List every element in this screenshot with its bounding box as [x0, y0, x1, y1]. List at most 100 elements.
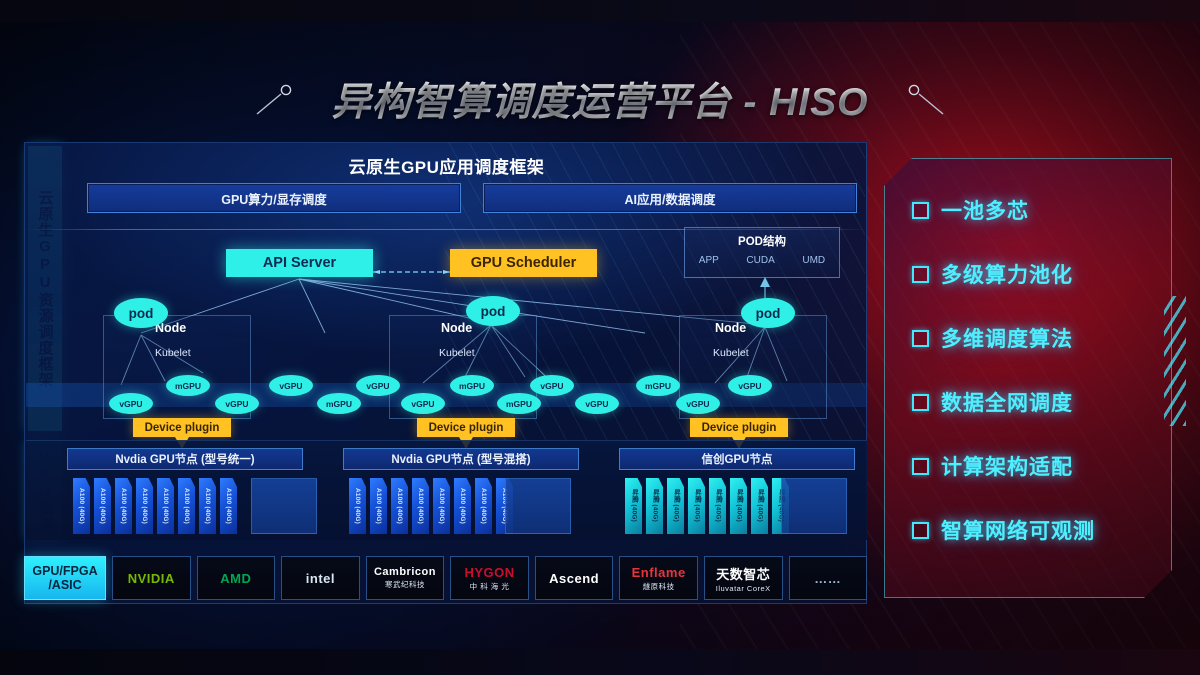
pod-layer-cuda: CUDA: [746, 255, 775, 266]
pod-ellipse-2[interactable]: pod: [466, 296, 520, 326]
gpu-card-label: 昇腾 (40G): [756, 489, 764, 523]
gpu-card[interactable]: A100 (40G): [136, 478, 153, 534]
vgpu-ellipse-2-1[interactable]: vGPU: [356, 375, 400, 396]
vendor-logo-cell[interactable]: intel: [281, 556, 360, 600]
gpu-card[interactable]: 昇腾 (40G): [688, 478, 705, 534]
feature-item-2[interactable]: 多级算力池化: [912, 242, 1162, 306]
vgpu-ellipse-3-3[interactable]: vGPU: [676, 393, 720, 414]
vendor-logo-cell[interactable]: Enflame 燧原科技: [619, 556, 698, 600]
gpu-card[interactable]: A100 (40G): [370, 478, 387, 534]
mgpu-ellipse-1-2[interactable]: mGPU: [166, 375, 210, 396]
right-stripe-accent-icon: [1164, 296, 1186, 426]
vgpu-ellipse-1-1[interactable]: vGPU: [109, 393, 153, 414]
capability-bar-ai-app[interactable]: AI应用/数据调度: [483, 183, 857, 213]
vendor-subtitle: 中 科 海 光: [469, 581, 510, 591]
vendor-logo-cell[interactable]: HYGON 中 科 海 光: [450, 556, 529, 600]
vendor-name: ……: [814, 570, 842, 586]
vgpu-ellipse-3-1[interactable]: vGPU: [575, 393, 619, 414]
gpu-card-label: 昇腾 (40G): [714, 489, 722, 523]
gpu-card[interactable]: A100 (40G): [115, 478, 132, 534]
pod-ellipse-3[interactable]: pod: [741, 298, 795, 328]
gpu-card[interactable]: 昇腾 (40G): [646, 478, 663, 534]
vendor-logo-cell[interactable]: Ascend: [534, 556, 614, 600]
vendor-name: 天数智芯: [716, 566, 771, 582]
capability-bar-gpu-compute[interactable]: GPU算力/显存调度: [87, 183, 461, 213]
pod-layer-app: APP: [698, 255, 719, 266]
gpu-card-list-1: A100 (40G) A100 (40G) A100 (40G) A100 (40G)…: [73, 478, 297, 534]
vendor-logo-cell[interactable]: AMD: [196, 556, 276, 600]
feature-item-6[interactable]: 智算网络可观测: [912, 498, 1162, 562]
pod-structure-title: POD结构: [738, 236, 786, 248]
api-scheduler-connector-icon: [373, 261, 450, 274]
feature-label: 计算架构适配: [941, 456, 1073, 479]
gpu-card[interactable]: A100 (40G): [157, 478, 174, 534]
vendor-logo-cell[interactable]: Cambricon 寒武纪科技: [365, 556, 445, 600]
gpu-card[interactable]: 昇腾 (40G): [751, 478, 768, 534]
gpu-card-label: 昇腾 (40G): [693, 489, 701, 523]
feature-list: 一池多芯 多级算力池化 多维调度算法 数据全网调度计算架构适配智算网络可观测: [912, 178, 1162, 562]
vgpu-ellipse-2-4[interactable]: vGPU: [530, 375, 574, 396]
api-server-box[interactable]: API Server: [226, 249, 373, 277]
vendor-subtitle: Iluvatar CoreX: [715, 583, 771, 593]
gpu-card[interactable]: A100 (40G): [412, 478, 429, 534]
feature-item-4[interactable]: 数据全网调度: [912, 370, 1162, 434]
device-plugin-2[interactable]: Device plugin: [417, 418, 515, 437]
title-right-decor-icon: [889, 82, 945, 116]
vendor-logo-cell[interactable]: NVIDIA: [112, 556, 191, 600]
gpu-card[interactable]: A100 (40G): [73, 478, 90, 534]
gpu-card[interactable]: A100 (40G): [433, 478, 450, 534]
gpu-card-label: 昇腾 (40G): [651, 489, 659, 523]
checkbox-icon: [912, 265, 929, 283]
gpu-card-label: A100 (40G): [225, 488, 232, 524]
mgpu-ellipse-3-2[interactable]: mGPU: [636, 375, 680, 396]
checkbox-icon: [912, 329, 929, 347]
vendor-logo-cell[interactable]: ……: [788, 556, 868, 600]
gpu-card-label: A100 (40G): [459, 488, 466, 524]
bottom-letterbox-bar: [0, 649, 1200, 675]
gpu-card-label: 昇腾 (40G): [672, 489, 680, 523]
gpu-card[interactable]: A100 (40G): [199, 478, 216, 534]
vendor-name: NVIDIA: [127, 570, 175, 586]
panel-title: 云原生GPU应用调度框架: [348, 158, 545, 177]
gpu-card[interactable]: 昇腾 (40G): [709, 478, 726, 534]
vgpu-ellipse-2-3[interactable]: vGPU: [401, 393, 445, 414]
gpu-card[interactable]: A100 (40G): [454, 478, 471, 534]
gpu-card-label: A100 (40G): [183, 488, 190, 524]
pod-ellipse-1[interactable]: pod: [114, 298, 168, 328]
panel-divider: [25, 229, 868, 230]
vgpu-ellipse-1-4[interactable]: vGPU: [269, 375, 313, 396]
vendor-subtitle: 燧原科技: [642, 581, 675, 591]
mgpu-ellipse-2-5[interactable]: mGPU: [497, 393, 541, 414]
gpu-card-label: A100 (40G): [141, 488, 148, 524]
device-plugin-3[interactable]: Device plugin: [690, 418, 788, 437]
gpu-card[interactable]: 昇腾 (40G): [730, 478, 747, 534]
gpu-card[interactable]: A100 (40G): [178, 478, 195, 534]
vgpu-ellipse-1-3[interactable]: vGPU: [215, 393, 259, 414]
vendor-logo-row: GPU/FPGA /ASIC NVIDIA AMD intel Cambricon 寒武…: [24, 556, 868, 600]
feature-item-5[interactable]: 计算架构适配: [912, 434, 1162, 498]
kubelet-label-2: Kubelet: [439, 347, 475, 359]
gpu-card[interactable]: A100 (40G): [94, 478, 111, 534]
title-left-decor-icon: [255, 82, 311, 116]
gpu-card[interactable]: 昇腾 (40G): [667, 478, 684, 534]
feature-item-1[interactable]: 一池多芯: [912, 178, 1162, 242]
vendor-logo-cell[interactable]: 天数智芯 Iluvatar CoreX: [703, 556, 783, 600]
gpu-card-label: A100 (40G): [99, 488, 106, 524]
node-label-1: Node: [155, 321, 187, 335]
gpu-node-group-3: 信创GPU节点 昇腾 (40G) 昇腾 (40G) 昇腾 (40G) 昇腾 (40G)…: [619, 448, 855, 534]
gpu-card[interactable]: A100 (40G): [391, 478, 408, 534]
gpu-card[interactable]: A100 (40G): [220, 478, 237, 534]
gpu-card[interactable]: A100 (40G): [475, 478, 492, 534]
vgpu-ellipse-3-4[interactable]: vGPU: [728, 375, 772, 396]
pod-layer-umd: UMD: [802, 255, 826, 266]
gpu-scheduler-box[interactable]: GPU Scheduler: [450, 249, 597, 277]
mgpu-ellipse-1-5[interactable]: mGPU: [317, 393, 361, 414]
gpu-card-label: A100 (40G): [375, 488, 382, 524]
mgpu-ellipse-2-2[interactable]: mGPU: [450, 375, 494, 396]
gpu-node-group-1: Nvdia GPU节点 (型号统一) A100 (40G) A100 (40G) A…: [67, 448, 317, 534]
device-plugin-1[interactable]: Device plugin: [133, 418, 231, 437]
gpu-card-label: A100 (40G): [78, 488, 85, 524]
feature-item-3[interactable]: 多维调度算法: [912, 306, 1162, 370]
gpu-card[interactable]: 昇腾 (40G): [625, 478, 642, 534]
gpu-card[interactable]: A100 (40G): [349, 478, 366, 534]
